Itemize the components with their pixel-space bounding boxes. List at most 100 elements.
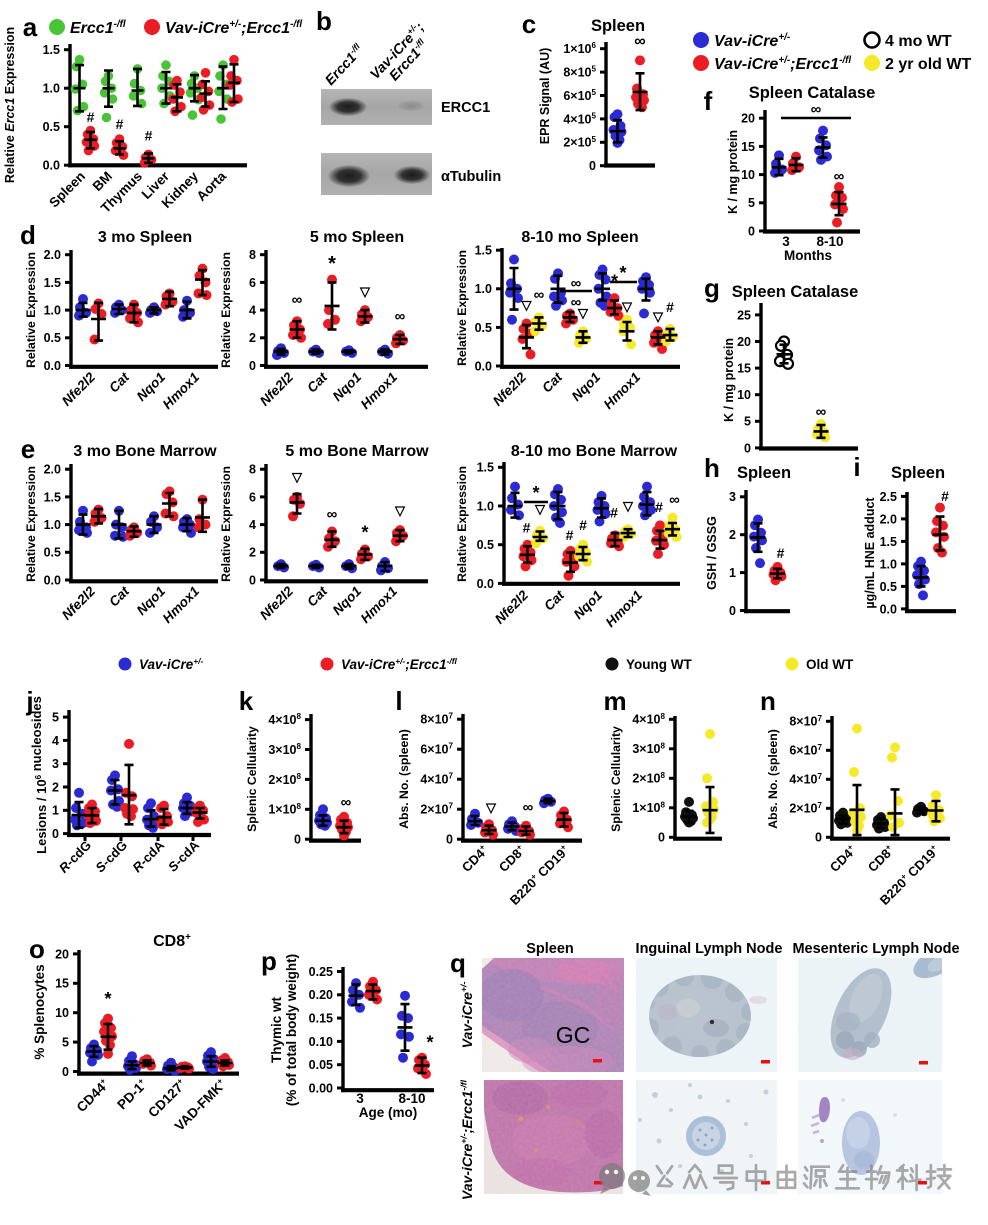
svg-text:Vav-iCre+/-;Ercc1-/fl: Vav-iCre+/-;Ercc1-/fl [165,19,302,37]
svg-text:*: * [532,483,539,503]
svg-text:25: 25 [737,308,751,322]
svg-text:0.25: 0.25 [309,965,333,979]
svg-text:1.5: 1.5 [44,490,61,504]
svg-text:3: 3 [782,234,790,249]
svg-text:Relative Expression: Relative Expression [219,252,233,368]
svg-text:▽: ▽ [359,284,371,299]
svg-text:0: 0 [249,359,256,373]
svg-text:8-10: 8-10 [398,1091,425,1106]
svg-text:Abs. No. (spleen): Abs. No. (spleen) [397,729,411,829]
svg-text:Thymic wt: Thymic wt [269,996,284,1063]
svg-text:0: 0 [815,831,822,845]
svg-text:% Splenocytes: % Splenocytes [32,964,47,1059]
svg-text:∞: ∞ [327,506,338,523]
svg-text:1×108: 1×108 [268,802,301,817]
svg-text:Ercc1-/fl: Ercc1-/fl [70,19,126,37]
svg-text:▽: ▽ [622,499,634,514]
svg-text:∞: ∞ [534,287,545,304]
svg-text:1: 1 [729,566,736,580]
svg-text:3 mo Spleen: 3 mo Spleen [98,229,192,246]
svg-text:20: 20 [55,947,69,961]
svg-text:Relative Expression: Relative Expression [455,250,469,366]
svg-text:Vav-iCre+/-;Ercc1-/fl: Vav-iCre+/-;Ercc1-/fl [459,1079,475,1200]
svg-text:c: c [522,9,536,39]
svg-text:0.5: 0.5 [44,331,61,345]
svg-text:Vav-iCre+/-: Vav-iCre+/- [139,656,203,672]
svg-text:#: # [523,519,531,535]
svg-text:*: * [104,989,111,1009]
svg-text:Vav-iCre+/-;Ercc1-/fl: Vav-iCre+/-;Ercc1-/fl [714,55,851,73]
svg-text:∞: ∞ [816,404,827,421]
svg-text:∞: ∞ [292,292,303,309]
svg-text:1: 1 [52,804,59,818]
svg-text:0.05: 0.05 [309,1058,333,1072]
svg-text:Vav-iCre+/-: Vav-iCre+/- [459,982,475,1049]
svg-text:Splenic Cellularity: Splenic Cellularity [609,726,623,832]
svg-text:Spleen Catalase: Spleen Catalase [749,84,876,102]
svg-text:0.5: 0.5 [475,321,492,335]
svg-text:∞: ∞ [634,33,645,50]
svg-text:∞: ∞ [669,492,680,509]
svg-text:Relative Ercc1 Expression: Relative Ercc1 Expression [3,27,17,183]
svg-text:Young WT: Young WT [626,657,692,672]
svg-text:Lesions / 106 nucleosides: Lesions / 106 nucleosides [29,696,49,854]
svg-text:∞: ∞ [571,275,582,292]
svg-text:*: * [619,263,626,283]
svg-text:3×108: 3×108 [632,741,665,756]
svg-text:∞: ∞ [523,799,534,816]
svg-text:0.20: 0.20 [309,988,333,1002]
svg-text:Splenic Cellularity: Splenic Cellularity [245,726,259,832]
svg-text:#: # [666,299,674,315]
svg-text:2×108: 2×108 [632,771,665,786]
svg-text:2.5: 2.5 [880,490,897,504]
svg-text:l: l [395,686,402,716]
svg-text:#: # [116,116,124,132]
svg-text:0.5: 0.5 [44,546,61,560]
svg-text:Relative Expression: Relative Expression [24,252,38,368]
svg-text:1.0: 1.0 [43,82,60,96]
svg-text:▽: ▽ [485,800,497,815]
svg-text:0: 0 [294,833,301,847]
svg-text:0.0: 0.0 [475,359,492,373]
svg-text:2×105: 2×105 [563,135,596,150]
svg-text:Vav-iCre+/-;Ercc1-/fl: Vav-iCre+/-;Ercc1-/fl [341,656,457,672]
svg-text:2: 2 [249,331,256,345]
svg-text:Inguinal Lymph Node: Inguinal Lymph Node [636,941,783,957]
svg-text:8: 8 [249,248,256,262]
svg-text:∞: ∞ [811,101,822,118]
svg-text:20: 20 [741,112,755,126]
svg-text:1.5: 1.5 [44,276,61,290]
svg-text:a: a [23,12,38,42]
svg-text:b: b [316,6,332,36]
svg-text:Spleen: Spleen [891,464,945,482]
svg-text:8×107: 8×107 [789,714,822,729]
svg-text:*: * [426,1032,433,1052]
svg-text:i: i [853,452,860,482]
svg-text:15: 15 [741,140,755,154]
svg-text:0.5: 0.5 [43,120,60,134]
svg-text:▽: ▽ [521,298,533,313]
svg-text:3×108: 3×108 [268,742,301,757]
svg-text:0.0: 0.0 [43,159,60,173]
svg-text:0.10: 0.10 [309,1035,333,1049]
svg-text:Relative Expression: Relative Expression [455,466,469,582]
svg-text:0: 0 [446,833,453,847]
svg-text:5: 5 [62,1036,69,1050]
svg-text:2×107: 2×107 [789,801,822,816]
svg-text:#: # [610,505,618,521]
svg-text:6×107: 6×107 [420,742,453,757]
svg-text:f: f [704,86,713,116]
svg-text:4: 4 [52,734,59,748]
svg-text:j: j [25,686,33,716]
svg-text:0: 0 [729,604,736,618]
svg-text:Spleen: Spleen [591,17,645,35]
svg-text:(% of total body weight): (% of total body weight) [284,954,299,1106]
svg-text:4×108: 4×108 [268,712,301,727]
svg-text:▽: ▽ [577,305,589,320]
svg-text:#: # [941,488,949,504]
svg-text:▽: ▽ [534,502,546,517]
svg-text:5: 5 [52,711,59,725]
svg-text:8-10: 8-10 [816,234,843,249]
svg-text:*: * [361,523,368,543]
svg-text:Relative Expression: Relative Expression [24,466,38,582]
